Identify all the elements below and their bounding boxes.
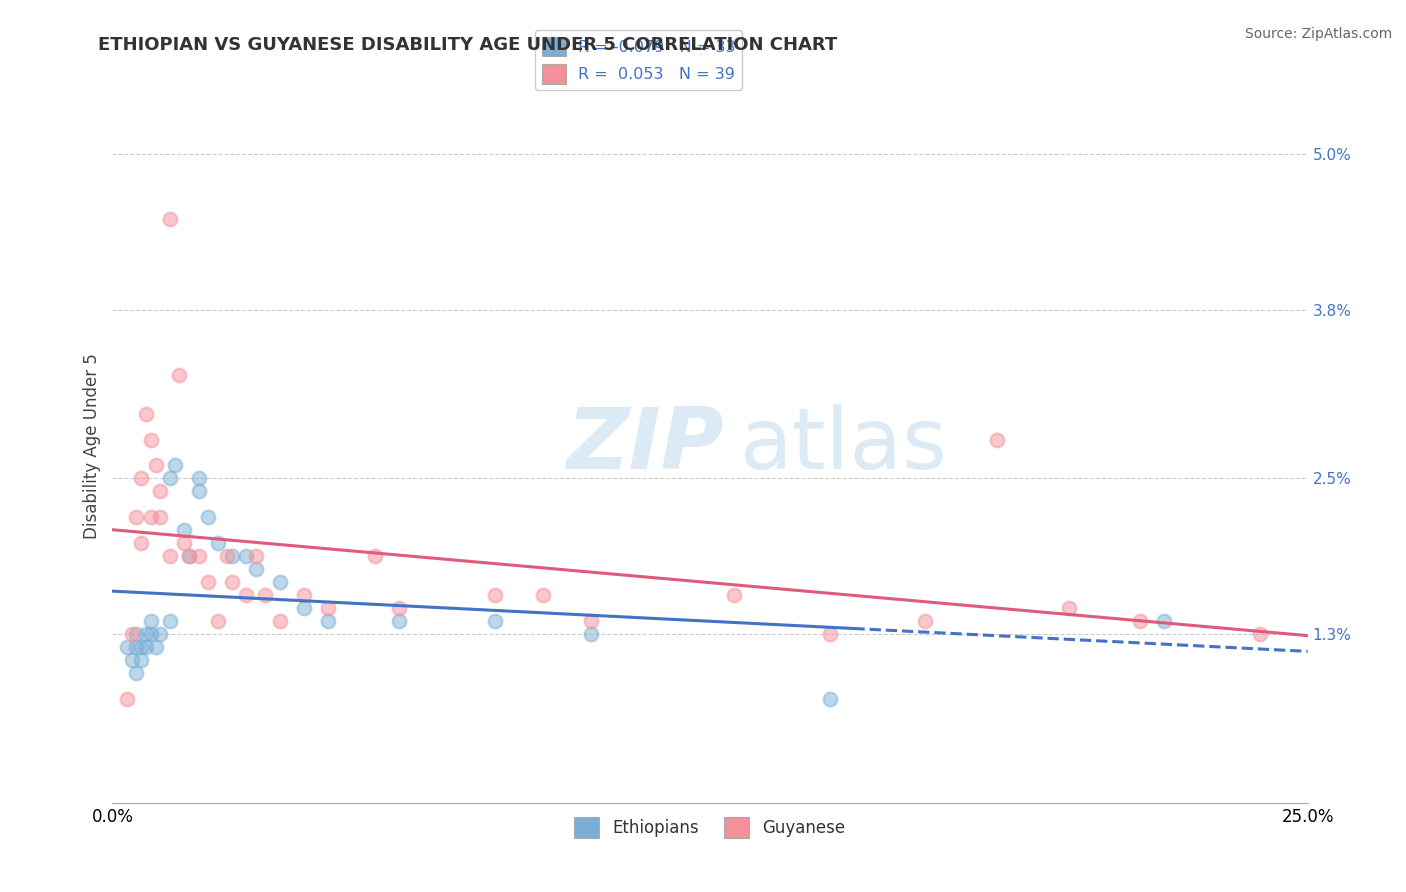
Point bbox=[159, 211, 181, 226]
Y-axis label: Disability Age Under 5: Disability Age Under 5 bbox=[83, 353, 101, 539]
Point bbox=[1057, 601, 1080, 615]
Text: ZIP: ZIP bbox=[567, 404, 724, 488]
Point bbox=[159, 549, 181, 564]
Point bbox=[269, 575, 291, 590]
Point bbox=[292, 601, 315, 615]
Point bbox=[177, 549, 200, 564]
Point bbox=[187, 471, 209, 485]
Point bbox=[269, 614, 291, 628]
Text: atlas: atlas bbox=[740, 404, 948, 488]
Point bbox=[1129, 614, 1152, 628]
Point bbox=[221, 575, 243, 590]
Point bbox=[1153, 614, 1175, 628]
Point bbox=[292, 588, 315, 602]
Point bbox=[149, 484, 172, 499]
Point bbox=[145, 458, 167, 473]
Point bbox=[125, 666, 148, 681]
Point bbox=[484, 588, 506, 602]
Point bbox=[197, 575, 219, 590]
Point bbox=[129, 471, 152, 485]
Point bbox=[245, 549, 267, 564]
Point bbox=[125, 627, 148, 641]
Point bbox=[129, 536, 152, 550]
Point bbox=[388, 601, 411, 615]
Point bbox=[235, 588, 257, 602]
Point bbox=[173, 536, 195, 550]
Point bbox=[135, 640, 157, 654]
Point bbox=[149, 627, 172, 641]
Point bbox=[177, 549, 200, 564]
Point bbox=[245, 562, 267, 576]
Text: Source: ZipAtlas.com: Source: ZipAtlas.com bbox=[1244, 27, 1392, 41]
Point bbox=[531, 588, 554, 602]
Point bbox=[139, 433, 162, 447]
Point bbox=[149, 510, 172, 524]
Point bbox=[316, 601, 339, 615]
Point bbox=[135, 407, 157, 421]
Point bbox=[914, 614, 936, 628]
Point bbox=[139, 614, 162, 628]
Point bbox=[125, 510, 148, 524]
Point bbox=[129, 653, 152, 667]
Point bbox=[818, 627, 841, 641]
Point bbox=[115, 640, 138, 654]
Point bbox=[1249, 627, 1271, 641]
Point bbox=[818, 692, 841, 706]
Point bbox=[388, 614, 411, 628]
Point bbox=[135, 627, 157, 641]
Point bbox=[207, 614, 229, 628]
Point bbox=[221, 549, 243, 564]
Point bbox=[139, 627, 162, 641]
Point bbox=[207, 536, 229, 550]
Point bbox=[139, 510, 162, 524]
Point bbox=[187, 549, 209, 564]
Point bbox=[169, 368, 191, 382]
Point bbox=[254, 588, 277, 602]
Point bbox=[115, 692, 138, 706]
Point bbox=[121, 653, 143, 667]
Point bbox=[579, 627, 602, 641]
Text: ETHIOPIAN VS GUYANESE DISABILITY AGE UNDER 5 CORRELATION CHART: ETHIOPIAN VS GUYANESE DISABILITY AGE UND… bbox=[98, 36, 838, 54]
Point bbox=[579, 614, 602, 628]
Point bbox=[163, 458, 186, 473]
Point bbox=[316, 614, 339, 628]
Point bbox=[129, 640, 152, 654]
Point bbox=[159, 471, 181, 485]
Legend: Ethiopians, Guyanese: Ethiopians, Guyanese bbox=[568, 811, 852, 845]
Point bbox=[159, 614, 181, 628]
Point bbox=[187, 484, 209, 499]
Point bbox=[484, 614, 506, 628]
Point bbox=[197, 510, 219, 524]
Point bbox=[364, 549, 387, 564]
Point bbox=[217, 549, 239, 564]
Point bbox=[125, 640, 148, 654]
Point bbox=[145, 640, 167, 654]
Point bbox=[723, 588, 745, 602]
Point bbox=[235, 549, 257, 564]
Point bbox=[986, 433, 1008, 447]
Point bbox=[121, 627, 143, 641]
Point bbox=[173, 524, 195, 538]
